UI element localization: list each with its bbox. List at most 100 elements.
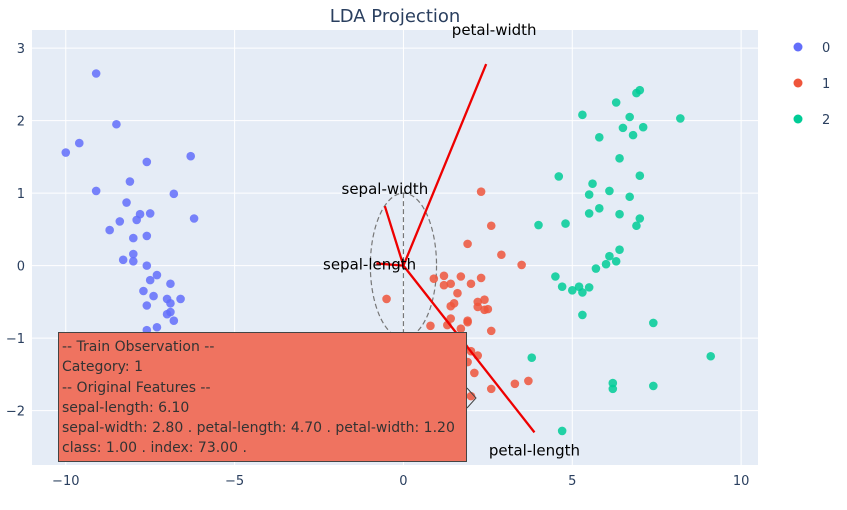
data-point-series-0[interactable] xyxy=(149,291,158,301)
data-point-series-0[interactable] xyxy=(61,148,71,157)
data-point-series-0[interactable] xyxy=(122,198,131,207)
data-point-series-2[interactable] xyxy=(625,192,634,202)
data-point-series-1[interactable] xyxy=(382,294,391,304)
data-point-series-1[interactable] xyxy=(510,379,520,389)
data-point-series-1[interactable] xyxy=(456,324,466,334)
data-point-series-0[interactable] xyxy=(129,249,138,259)
data-point-series-2[interactable] xyxy=(625,112,634,122)
data-point-series-2[interactable] xyxy=(557,426,567,436)
data-point-series-1[interactable] xyxy=(517,260,526,270)
data-point-series-2[interactable] xyxy=(706,351,716,361)
data-point-series-2[interactable] xyxy=(591,264,601,273)
data-point-series-1[interactable] xyxy=(480,305,489,315)
data-point-series-1[interactable] xyxy=(453,288,462,298)
data-point-series-0[interactable] xyxy=(105,225,114,235)
data-point-series-0[interactable] xyxy=(142,261,152,270)
data-point-series-1[interactable] xyxy=(456,272,466,281)
data-point-series-1[interactable] xyxy=(446,314,456,323)
data-point-series-2[interactable] xyxy=(615,245,624,254)
data-point-series-0[interactable] xyxy=(91,186,101,196)
legend-marker-0[interactable] xyxy=(793,42,803,52)
data-point-series-0[interactable] xyxy=(129,256,138,266)
data-point-series-2[interactable] xyxy=(578,110,587,120)
data-point-series-1[interactable] xyxy=(463,316,472,326)
data-point-series-2[interactable] xyxy=(601,259,611,269)
data-point-series-2[interactable] xyxy=(557,282,567,291)
data-point-series-1[interactable] xyxy=(524,376,533,386)
data-point-series-0[interactable] xyxy=(169,189,179,199)
data-point-series-0[interactable] xyxy=(112,119,121,129)
data-point-series-0[interactable] xyxy=(145,275,155,285)
data-point-series-2[interactable] xyxy=(594,204,604,213)
data-point-series-2[interactable] xyxy=(628,130,638,140)
data-point-series-1[interactable] xyxy=(476,273,486,283)
data-point-series-1[interactable] xyxy=(466,391,476,401)
data-point-series-2[interactable] xyxy=(578,310,587,320)
data-point-series-2[interactable] xyxy=(649,381,658,391)
data-point-series-1[interactable] xyxy=(463,239,472,249)
data-point-series-0[interactable] xyxy=(166,299,175,308)
data-point-series-2[interactable] xyxy=(578,288,587,297)
data-point-series-0[interactable] xyxy=(152,322,162,332)
data-point-series-0[interactable] xyxy=(125,177,135,186)
data-point-series-1[interactable] xyxy=(426,321,435,331)
data-point-series-0[interactable] xyxy=(139,286,148,296)
data-point-series-1[interactable] xyxy=(486,384,496,394)
data-point-series-0[interactable] xyxy=(162,309,172,319)
data-point-series-0[interactable] xyxy=(142,301,152,310)
data-point-series-2[interactable] xyxy=(567,285,577,295)
data-point-series-0[interactable] xyxy=(74,138,84,148)
data-point-series-0[interactable] xyxy=(189,214,199,223)
data-point-series-2[interactable] xyxy=(584,209,594,218)
data-point-series-1[interactable] xyxy=(473,302,483,312)
data-point-series-1[interactable] xyxy=(429,274,439,283)
data-point-series-0[interactable] xyxy=(132,215,141,225)
data-point-series-2[interactable] xyxy=(611,256,621,266)
data-point-series-2[interactable] xyxy=(527,353,537,363)
data-point-series-1[interactable] xyxy=(486,326,496,336)
data-point-series-0[interactable] xyxy=(186,151,196,161)
data-point-series-2[interactable] xyxy=(635,171,645,181)
legend-marker-1[interactable] xyxy=(793,78,803,88)
data-point-series-2[interactable] xyxy=(534,220,543,230)
data-point-series-1[interactable] xyxy=(497,250,506,260)
legend-label[interactable]: 2 xyxy=(822,113,830,128)
data-point-series-0[interactable] xyxy=(169,316,179,326)
data-point-series-2[interactable] xyxy=(676,114,685,123)
data-point-series-2[interactable] xyxy=(594,133,604,142)
data-point-series-1[interactable] xyxy=(476,187,486,196)
data-point-series-2[interactable] xyxy=(618,123,628,133)
data-point-series-2[interactable] xyxy=(605,251,614,261)
data-point-series-1[interactable] xyxy=(439,280,449,290)
data-point-series-1[interactable] xyxy=(486,221,496,231)
data-point-series-2[interactable] xyxy=(561,219,570,228)
data-point-series-2[interactable] xyxy=(584,190,594,199)
data-point-series-2[interactable] xyxy=(551,272,560,281)
data-point-series-0[interactable] xyxy=(176,294,185,304)
data-point-series-0[interactable] xyxy=(129,233,138,243)
data-point-series-0[interactable] xyxy=(166,279,175,289)
data-point-series-0[interactable] xyxy=(115,217,125,226)
data-point-series-2[interactable] xyxy=(632,221,641,231)
data-point-series-2[interactable] xyxy=(584,283,594,292)
data-point-series-2[interactable] xyxy=(608,384,618,394)
data-point-series-2[interactable] xyxy=(615,154,624,163)
data-point-series-0[interactable] xyxy=(118,255,128,265)
data-point-series-1[interactable] xyxy=(439,271,449,281)
data-point-series-1[interactable] xyxy=(446,279,456,289)
data-point-series-2[interactable] xyxy=(638,122,648,132)
data-point-series-0[interactable] xyxy=(142,157,152,167)
data-point-series-2[interactable] xyxy=(649,318,658,328)
data-point-series-2[interactable] xyxy=(611,98,621,107)
data-point-series-2[interactable] xyxy=(554,172,564,181)
data-point-series-2[interactable] xyxy=(635,214,645,223)
data-point-series-2[interactable] xyxy=(635,85,645,95)
data-point-series-2[interactable] xyxy=(605,186,614,196)
data-point-series-0[interactable] xyxy=(145,209,155,218)
legend-label[interactable]: 0 xyxy=(822,41,830,56)
data-point-series-0[interactable] xyxy=(142,231,152,241)
data-point-series-2[interactable] xyxy=(615,209,624,219)
data-point-series-1[interactable] xyxy=(466,279,476,289)
data-point-series-2[interactable] xyxy=(588,179,597,188)
data-point-series-1[interactable] xyxy=(480,295,489,305)
